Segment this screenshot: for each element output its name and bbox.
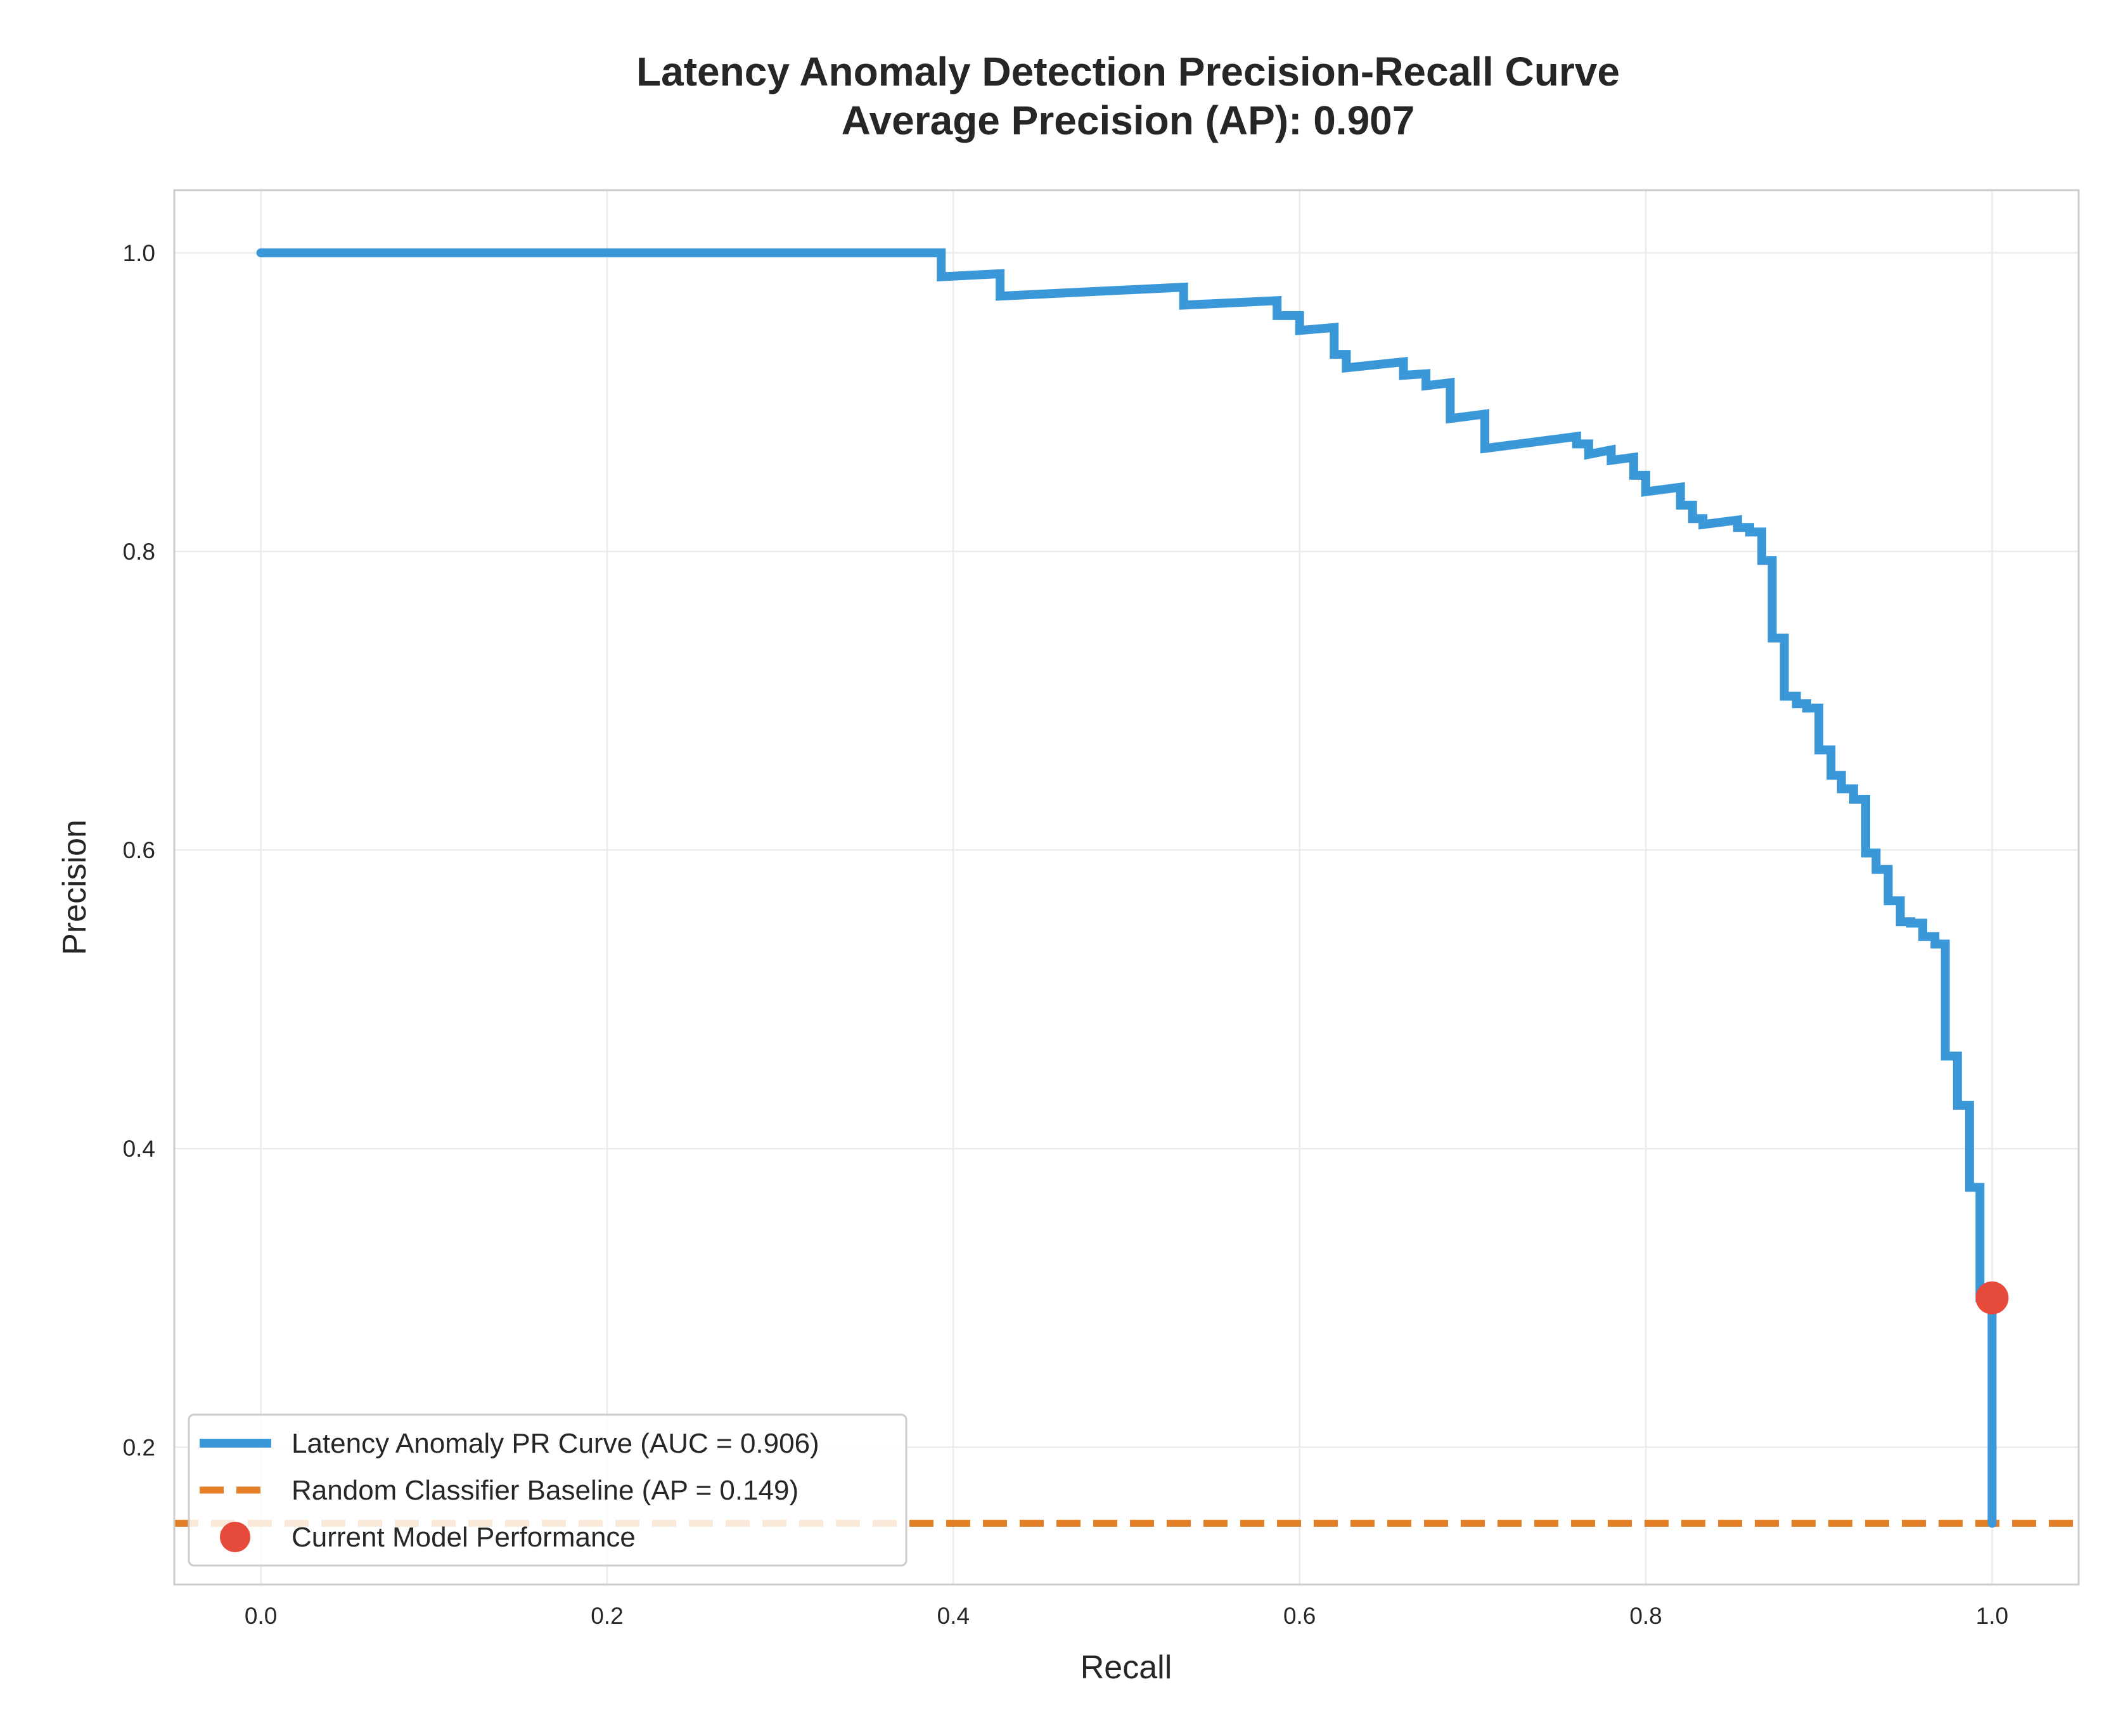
- y-tick-label: 0.6: [123, 837, 155, 863]
- y-tick-label: 0.2: [123, 1434, 155, 1460]
- chart-title: Latency Anomaly Detection Precision-Reca…: [636, 49, 1620, 94]
- plot-frame: [173, 189, 2080, 1586]
- legend-label-pr-curve: Latency Anomaly PR Curve (AUC = 0.906): [292, 1428, 819, 1459]
- tick-labels: 0.0 0.2 0.4 0.6 0.8 1.0 0.2 0.4 0.6 0.8 1.0: [123, 240, 2009, 1629]
- legend: Latency Anomaly PR Curve (AUC = 0.906) R…: [188, 1413, 908, 1567]
- y-tick-label: 0.8: [123, 539, 155, 565]
- legend-label-baseline: Random Classifier Baseline (AP = 0.149): [292, 1475, 799, 1506]
- x-tick-label: 0.2: [591, 1603, 623, 1629]
- legend-box: [188, 1413, 908, 1567]
- y-axis-label: Precision: [56, 820, 93, 955]
- x-tick-label: 0.4: [937, 1603, 970, 1629]
- legend-swatch-current-model: [220, 1522, 250, 1552]
- y-tick-label: 1.0: [123, 240, 155, 266]
- x-axis-label: Recall: [1081, 1649, 1172, 1686]
- chart-subtitle: Average Precision (AP): 0.907: [842, 98, 1415, 143]
- legend-label-current-model: Current Model Performance: [292, 1522, 636, 1553]
- pr-curve-line: [256, 248, 1997, 1528]
- current-model-marker: [1975, 1281, 2009, 1315]
- x-tick-label: 0.8: [1629, 1603, 1662, 1629]
- plot-area: [174, 190, 2079, 1585]
- x-tick-label: 1.0: [1976, 1603, 2008, 1629]
- x-tick-label: 0.0: [245, 1603, 277, 1629]
- x-tick-label: 0.6: [1283, 1603, 1316, 1629]
- y-tick-label: 0.4: [123, 1136, 155, 1162]
